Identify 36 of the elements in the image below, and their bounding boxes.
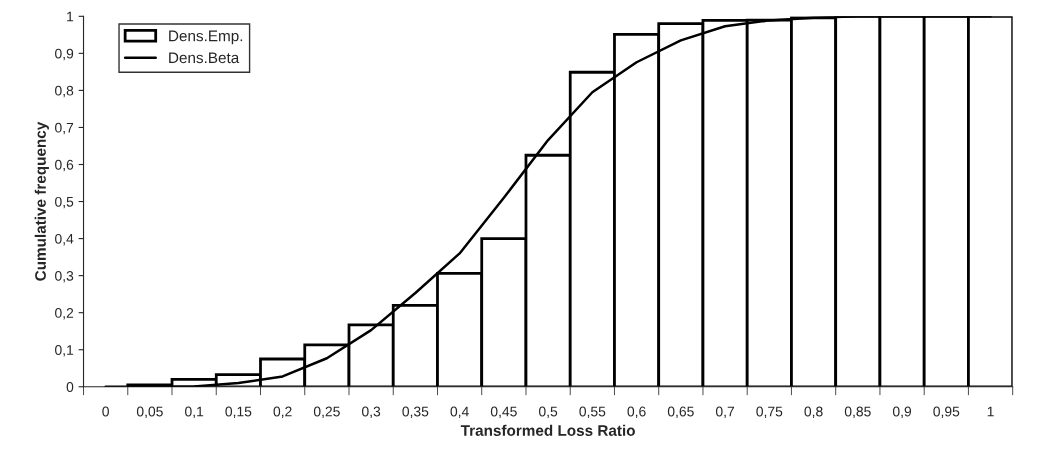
x-tick-label: 0,8 [804,406,823,419]
x-tick-label: 1 [987,406,994,417]
x-tick-label: 0,2 [273,406,292,419]
y-tick-label: 0,9 [55,48,74,61]
x-tick-label: 0,5 [538,406,558,419]
y-tick-label: 0,7 [55,122,74,135]
y-tick-label: 0,2 [55,308,74,320]
x-tick-label: 0,75 [756,406,783,419]
x-tick-label: 0,3 [362,406,381,419]
x-axis-title: Transformed Loss Ratio [460,424,635,436]
x-tick-label: 0,65 [667,406,694,419]
x-tick-label: 0,7 [715,406,735,419]
y-tick-label: 0,1 [55,345,74,357]
y-tick-label: 1 [67,11,74,22]
x-tick-label: 0,1 [185,406,204,419]
y-tick-label: 0 [66,382,74,392]
y-tick-label: 0,3 [55,270,74,283]
x-tick-label: 0,35 [402,406,429,419]
x-tick-label: 0,25 [313,406,340,419]
y-tick-label: 0,4 [55,233,74,246]
x-tick-label: 0,05 [136,406,163,419]
y-tick-label: 0,8 [55,85,74,98]
x-tick-label: 0,45 [490,406,517,419]
y-tick-label: 0,6 [55,159,74,172]
x-tick-label: 0 [102,406,109,417]
x-tick-label: 0,9 [892,406,912,419]
x-tick-label: 0,95 [933,406,960,419]
x-tick-label: 0,55 [579,406,606,419]
x-tick-label: 0,85 [844,406,871,419]
y-tick-label: 0,5 [55,196,74,209]
y-axis-title: Cumulative frequency [34,121,49,281]
legend-label: Dens.Emp. [169,30,243,45]
x-tick-label: 0,4 [450,406,469,419]
legend-label: Dens.Beta [169,52,240,64]
x-tick-label: 0,15 [225,406,252,419]
x-tick-label: 0,6 [627,406,646,419]
